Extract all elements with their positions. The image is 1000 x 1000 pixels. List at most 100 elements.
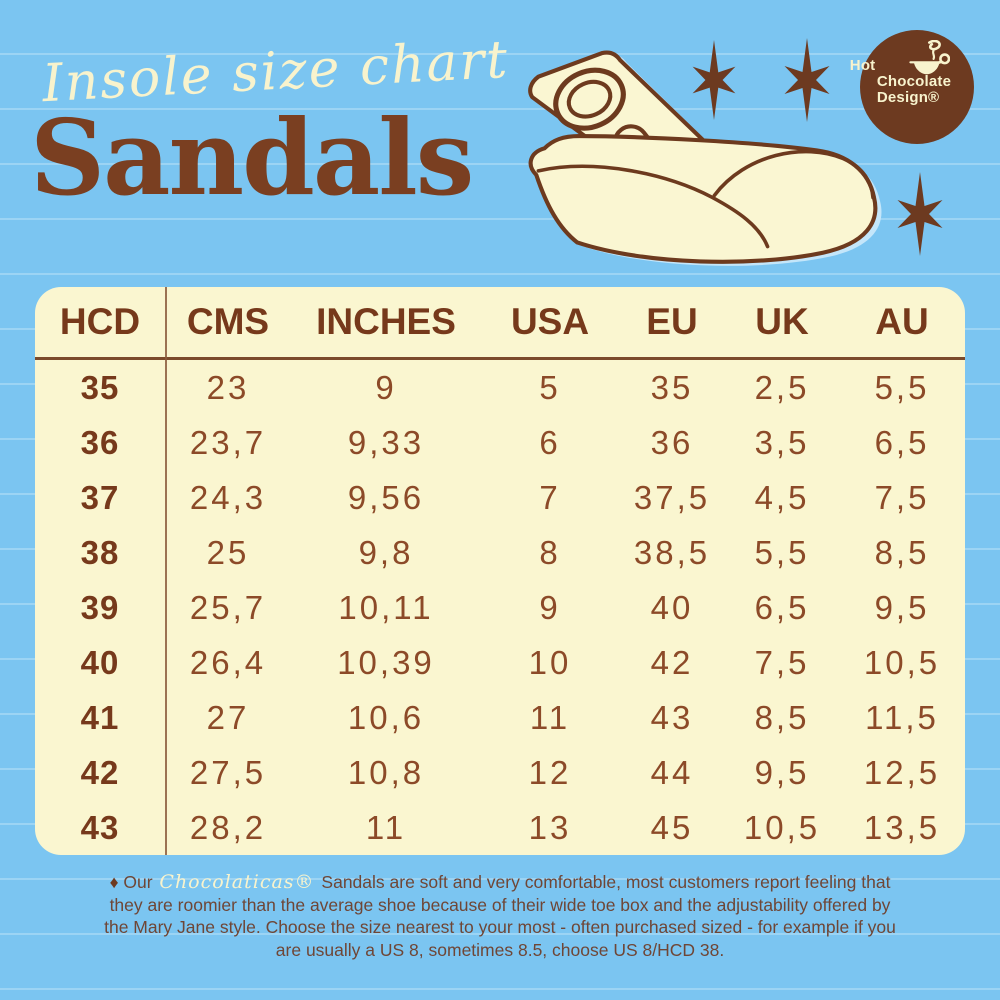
table-cell: 35 [650,368,694,406]
table-cell: 6,5 [874,423,930,461]
hot-chocolate-cup-icon [909,40,951,75]
table-cell: 27,5 [189,753,267,791]
table-cell: 5,5 [754,533,810,571]
column-header: INCHES [316,301,456,342]
table-cell: 13,5 [863,808,941,846]
table-row: 37 24,3 9,56 7 37,5 4,5 7,5 [35,470,965,525]
table-row: 38 25 9,8 8 38,5 5,5 8,5 [35,525,965,580]
size-chart-table: HCD CMS INCHES USA EU UK AU 35 23 9 5 35 2,5 5,5 36 23… [35,287,965,855]
table-cell: 12 [528,753,572,791]
table-cell: 4,5 [754,478,810,516]
table-cell: 24,3 [189,478,267,516]
logo-text-line3: Design® [876,89,940,106]
table-cell: 10,5 [863,643,941,681]
table-cell: 38,5 [633,533,711,571]
table-cell: 3,5 [754,423,810,461]
table-cell: 9 [539,588,561,626]
table-cell: 37,5 [633,478,711,516]
table-cell: 13 [528,808,572,846]
table-cell: 10,6 [347,698,425,736]
table-row: 36 23,7 9,33 6 36 3,5 6,5 [35,415,965,470]
table-cell: 44 [650,753,694,791]
column-divider [165,287,167,855]
table-cell: 2,5 [754,368,810,406]
table-cell: 10,8 [347,753,425,791]
table-cell: 45 [650,808,694,846]
table-cell: 10 [528,643,572,681]
table-cell: 6,5 [754,588,810,626]
column-header: HCD [59,301,141,342]
footer-text: Sandals are soft and very comfortable, m… [104,872,896,960]
hcd-size-cell: 41 [80,698,120,736]
page-title: Sandals [30,96,474,219]
table-cell: 5 [539,368,561,406]
table-cell: 11 [529,698,571,736]
sparkle-star-icon [892,170,948,258]
sandal-illustration [512,46,884,266]
table-row: 40 26,4 10,39 10 42 7,5 10,5 [35,635,965,690]
logo-text-line1: Hot [849,57,876,74]
table-cell: 8,5 [874,533,930,571]
table-cell: 12,5 [863,753,941,791]
footer-note: ♦ Our Chocolaticas® Sandals are soft and… [95,870,905,961]
table-cell: 7,5 [874,478,930,516]
table-cell: 11 [365,808,407,846]
table-row: 43 28,2 11 13 45 10,5 13,5 [35,800,965,855]
table-cell: 23,7 [189,423,267,461]
table-cell: 9,5 [754,753,810,791]
table-cell: 7,5 [754,643,810,681]
hcd-size-cell: 35 [80,368,120,406]
table-row: 41 27 10,6 11 43 8,5 11,5 [35,690,965,745]
hcd-size-cell: 36 [80,423,120,461]
hcd-size-cell: 40 [80,643,120,681]
table-cell: 42 [650,643,694,681]
diamond-bullet-icon: ♦ [109,872,119,892]
table-cell: 9 [375,368,397,406]
column-header: AU [875,301,929,342]
table-cell: 9,8 [358,533,414,571]
table-cell: 10,39 [337,643,435,681]
table-cell: 43 [650,698,694,736]
table-cell: 9,5 [874,588,930,626]
wedge-sandal-icon [528,50,882,266]
sparkle-star-icon [778,38,836,122]
table-cell: 25 [206,533,250,571]
table-cell: 10,5 [743,808,821,846]
table-cell: 11,5 [865,698,939,736]
hcd-size-cell: 38 [80,533,120,571]
logo-text-line2: Chocolate [876,73,952,90]
table-cell: 5,5 [874,368,930,406]
footer-lead: Our [118,872,158,892]
table-cell: 26,4 [189,643,267,681]
table-row: 39 25,7 10,11 9 40 6,5 9,5 [35,580,965,635]
hcd-size-cell: 37 [80,478,120,516]
size-table-body: 35 23 9 5 35 2,5 5,5 36 23,7 9,33 6 36 3,5 6,5 37 24,3 9… [35,360,965,855]
table-cell: 6 [539,423,561,461]
column-header: UK [755,301,809,342]
table-cell: 8,5 [754,698,810,736]
hcd-size-cell: 43 [80,808,120,846]
sparkle-star-icon [686,40,742,120]
table-cell: 36 [650,423,694,461]
table-row: 35 23 9 5 35 2,5 5,5 [35,360,965,415]
hcd-size-cell: 42 [80,753,120,791]
hcd-size-cell: 39 [80,588,120,626]
table-header-row: HCD CMS INCHES USA EU UK AU [35,287,965,360]
table-row: 42 27,5 10,8 12 44 9,5 12,5 [35,745,965,800]
column-header: EU [646,301,698,342]
table-cell: 27 [206,698,250,736]
table-cell: 28,2 [189,808,267,846]
table-cell: 9,33 [347,423,425,461]
table-cell: 40 [650,588,694,626]
column-header: USA [510,301,590,342]
table-cell: 9,56 [347,478,425,516]
column-header: CMS [186,301,270,342]
table-cell: 7 [539,478,561,516]
brand-logo: Hot Chocolate Design® [850,30,974,144]
table-cell: 23 [206,368,250,406]
table-cell: 10,11 [338,588,434,626]
table-cell: 8 [539,533,561,571]
footer-brand-name: Chocolaticas® [159,871,315,893]
table-cell: 25,7 [189,588,267,626]
